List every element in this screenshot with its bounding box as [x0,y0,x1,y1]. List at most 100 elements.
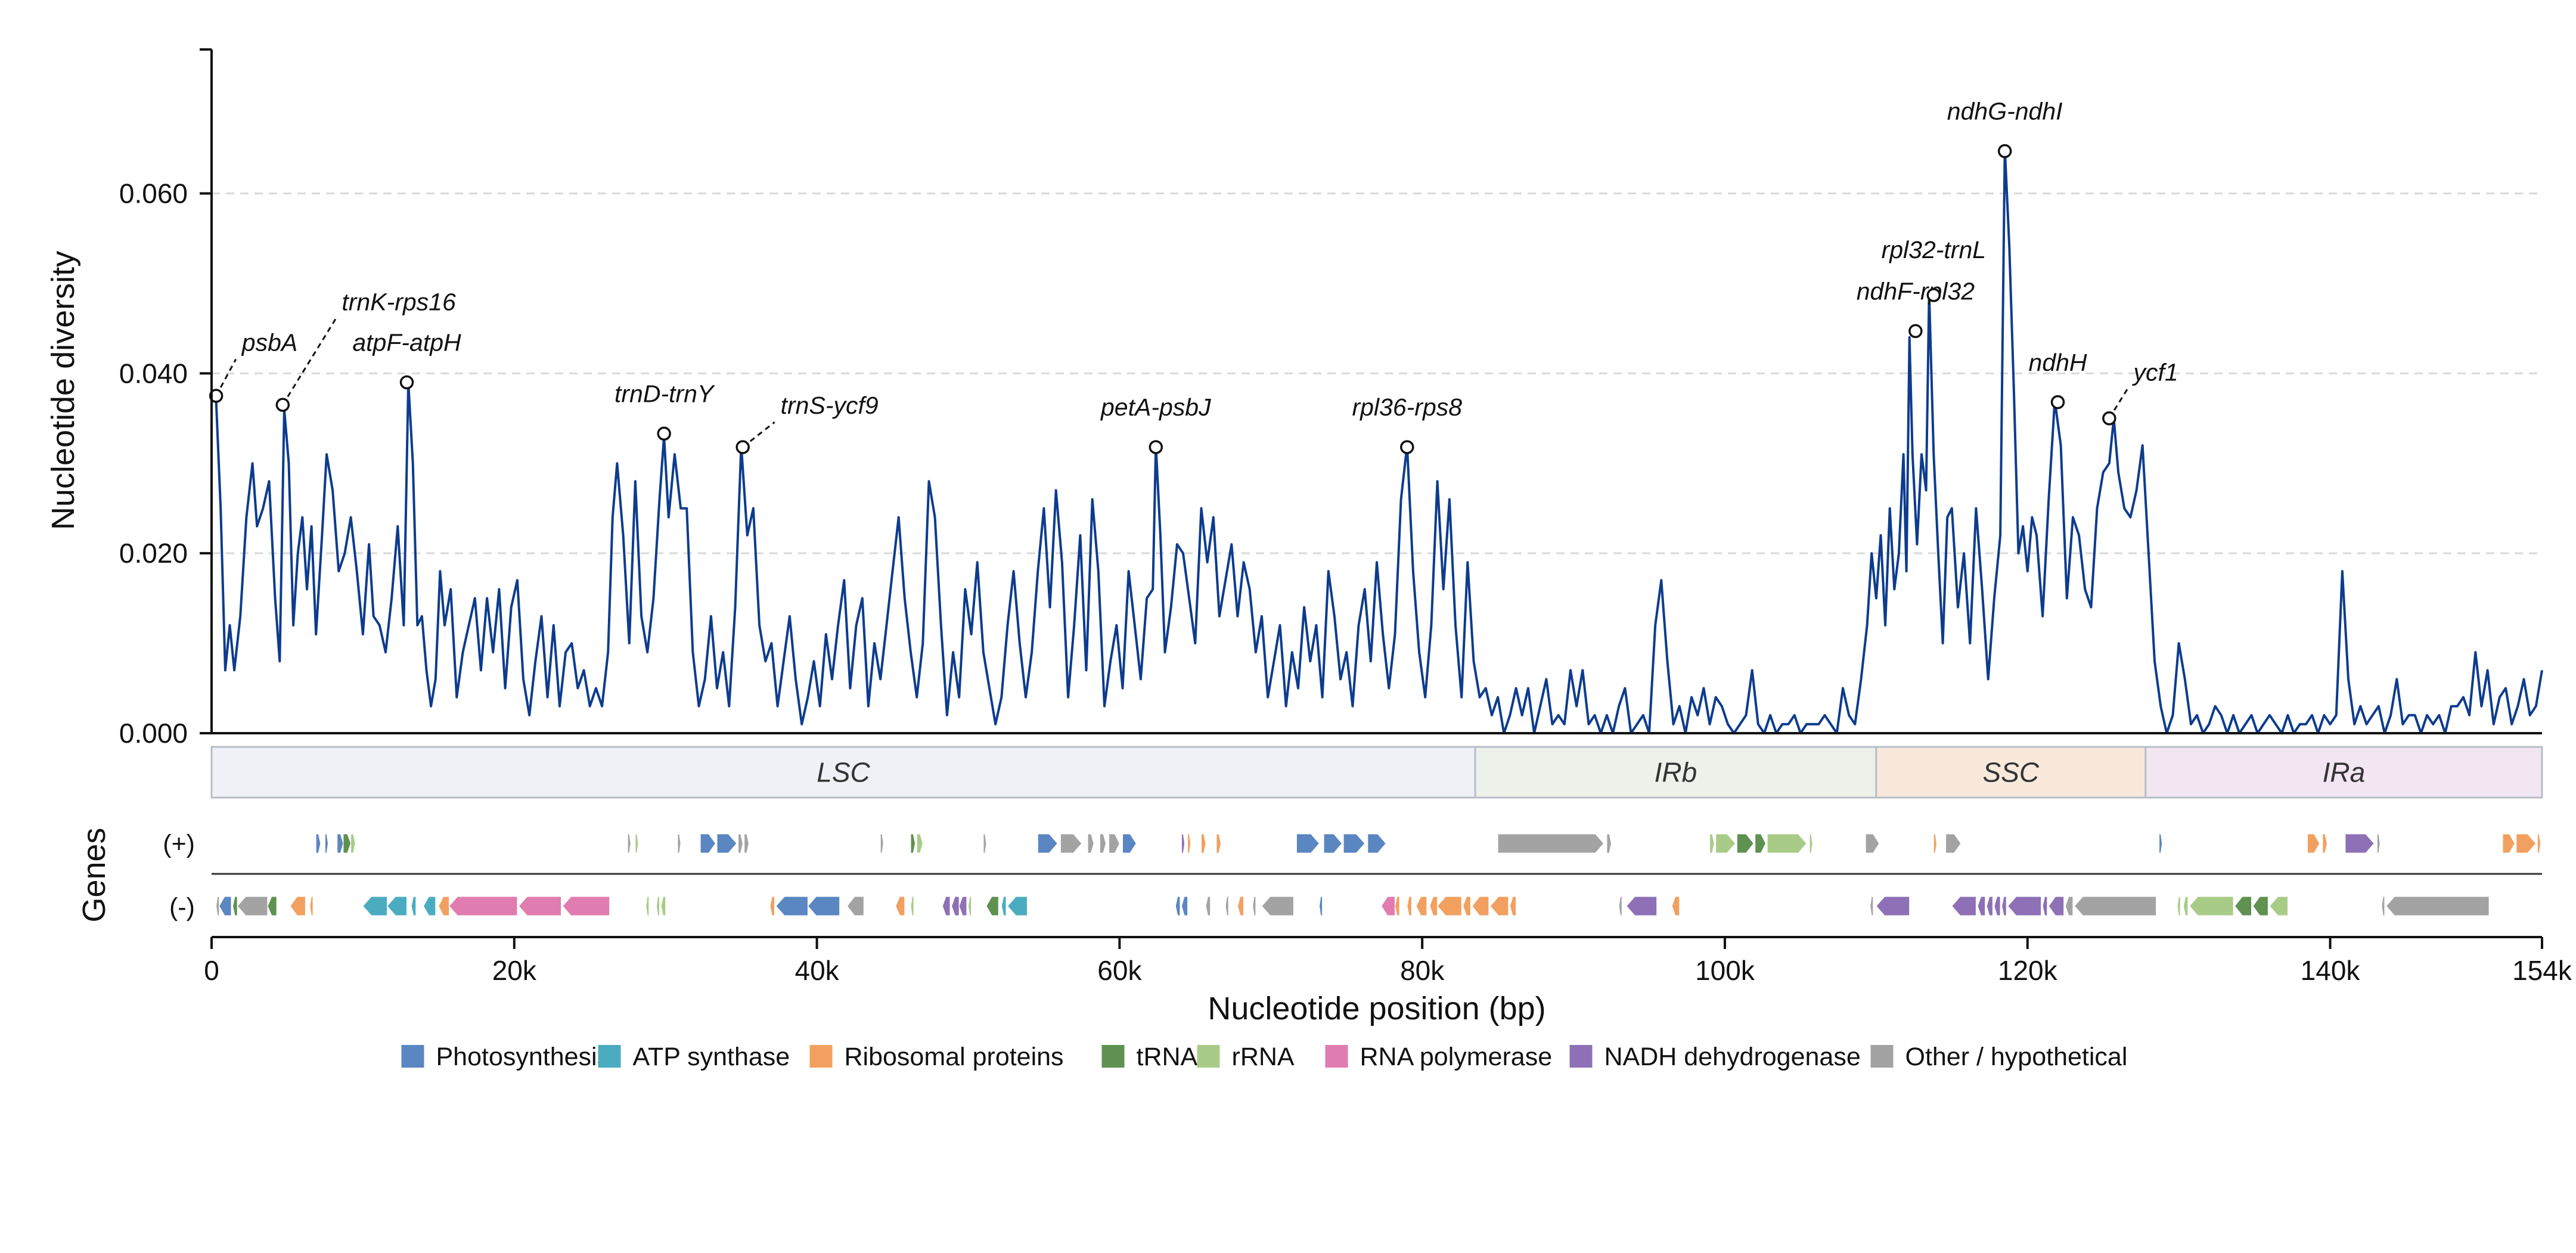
minus-strand-gene [2234,896,2252,916]
plus-strand-gene [1087,833,1094,854]
region-box [1875,746,2147,799]
minus-strand-gene [1407,896,1412,916]
minus-strand-gene [2385,896,2490,916]
x-tick-label: 100k [1695,955,1755,986]
plus-strand-gene [1099,833,1107,854]
minus-strand-gene [1489,896,1509,916]
legend: Photosynthesis ATP synthase Ribosomal prot… [401,1043,2127,1071]
y-tick-label: 0.020 [119,538,188,569]
x-tick-label: 120k [1998,955,2058,986]
region-label: SSC [1983,757,2040,788]
minus-strand-gene [846,896,864,916]
peak-label: petA-psbJ [1100,393,1211,421]
minus-strand-gene [309,896,314,916]
peak-label: ndhH [2029,349,2087,376]
legend-entry-label: tRNA [1137,1043,1198,1071]
peak-label: trnK-rps16 [342,289,456,316]
plus-strand-label: (+) [163,830,195,858]
minus-strand-gene [448,896,518,916]
peak-marker [735,440,750,454]
legend-entry-label: rRNA [1232,1043,1295,1071]
region-label: IRa [2323,757,2366,788]
plus-strand-gene [1187,833,1191,854]
minus-strand-gene [1618,896,1622,916]
plus-strand-gene [315,833,321,854]
x-tick-label: 140k [2301,955,2361,986]
plus-strand-gene [1296,833,1320,854]
minus-strand-gene [1318,896,1323,916]
peak-marker [1908,324,1923,339]
plus-strand-gene [2376,833,2381,854]
minus-strand-gene [290,896,306,916]
x-tick-label: 60k [1097,955,1142,986]
plus-strand-gene [350,833,356,854]
peak-label: psbA [241,329,297,356]
minus-strand-gene [1509,896,1517,916]
minus-strand-gene [2074,896,2157,916]
legend-swatch [598,1045,621,1068]
minus-strand-gene [438,896,450,916]
plus-strand-gene [2322,833,2328,854]
minus-strand-gene [518,896,561,916]
minus-strand-gene [2042,896,2048,916]
minus-strand-gene [1994,896,2001,916]
plus-strand-gene [738,833,743,854]
plus-strand-gene [2537,833,2541,854]
minus-strand-gene [1977,896,1986,916]
peak-label: rpl36-rps8 [1352,393,1462,421]
plus-strand-gene [2516,833,2537,854]
minus-strand-gene [951,896,960,916]
plus-strand-gene [1945,833,1962,854]
region-label: LSC [817,757,870,788]
plus-strand-gene [1181,833,1185,854]
minus-strand-gene [267,896,277,916]
diversity-line [210,147,2543,734]
minus-strand-gene [423,896,436,916]
minus-strand-gene [1181,896,1188,916]
minus-strand-gene [656,896,660,916]
minus-strand-gene [2189,896,2234,916]
peak-marker [2102,411,2116,426]
peak-marker [1926,288,1941,302]
peak-label: ndhF-rpl32 [1857,278,1975,305]
plus-strand-gene [677,833,681,854]
plus-strand-gene [744,833,749,854]
minus-strand-gene [2007,896,2042,916]
minus-strand-gene [562,896,610,916]
y-axis-title: Nucleotide diversity [45,251,81,530]
x-tick-label: 154k [2512,955,2572,986]
peak-marker [399,375,414,390]
plus-strand-gene [337,833,344,854]
gene-track-title: Genes [76,827,112,922]
legend-swatch [1101,1045,1125,1068]
plus-strand-gene [1709,833,1715,854]
legend-swatch [1870,1045,1894,1068]
plus-strand-gene [324,833,329,854]
plus-strand-gene [343,833,352,854]
peak-marker [657,426,671,441]
minus-strand-gene [1870,896,1874,916]
plus-strand-gene [910,833,916,854]
plus-strand-gene [2502,833,2515,854]
diversity-line-series [210,147,2543,734]
legend-entry-label: Ribosomal proteins [845,1043,1064,1071]
plus-strand-gene [1109,833,1120,854]
plus-strand-gene [1201,833,1206,854]
plus-strand-gene [700,833,716,854]
legend-swatch [809,1045,833,1068]
minus-strand-gene [895,896,905,916]
minus-strand-gene [1436,896,1462,916]
plus-strand-gene [1755,833,1767,854]
minus-strand-gene [967,896,972,916]
minus-strand-gene [1472,896,1489,916]
plus-strand-gene [1037,833,1058,854]
axes: 0.000 0.020 0.040 0.060 0 20k 40k 60k 80k 100k 120… [119,48,2572,986]
peak-marker [1400,440,1414,454]
minus-strand-gene [1001,896,1007,916]
legend-entry-label: ATP synthase [633,1043,790,1071]
minus-strand-gene [1205,896,1211,916]
minus-strand-gene [1007,896,1028,916]
minus-strand-gene [2381,896,2385,916]
plus-strand-gene [880,833,884,854]
